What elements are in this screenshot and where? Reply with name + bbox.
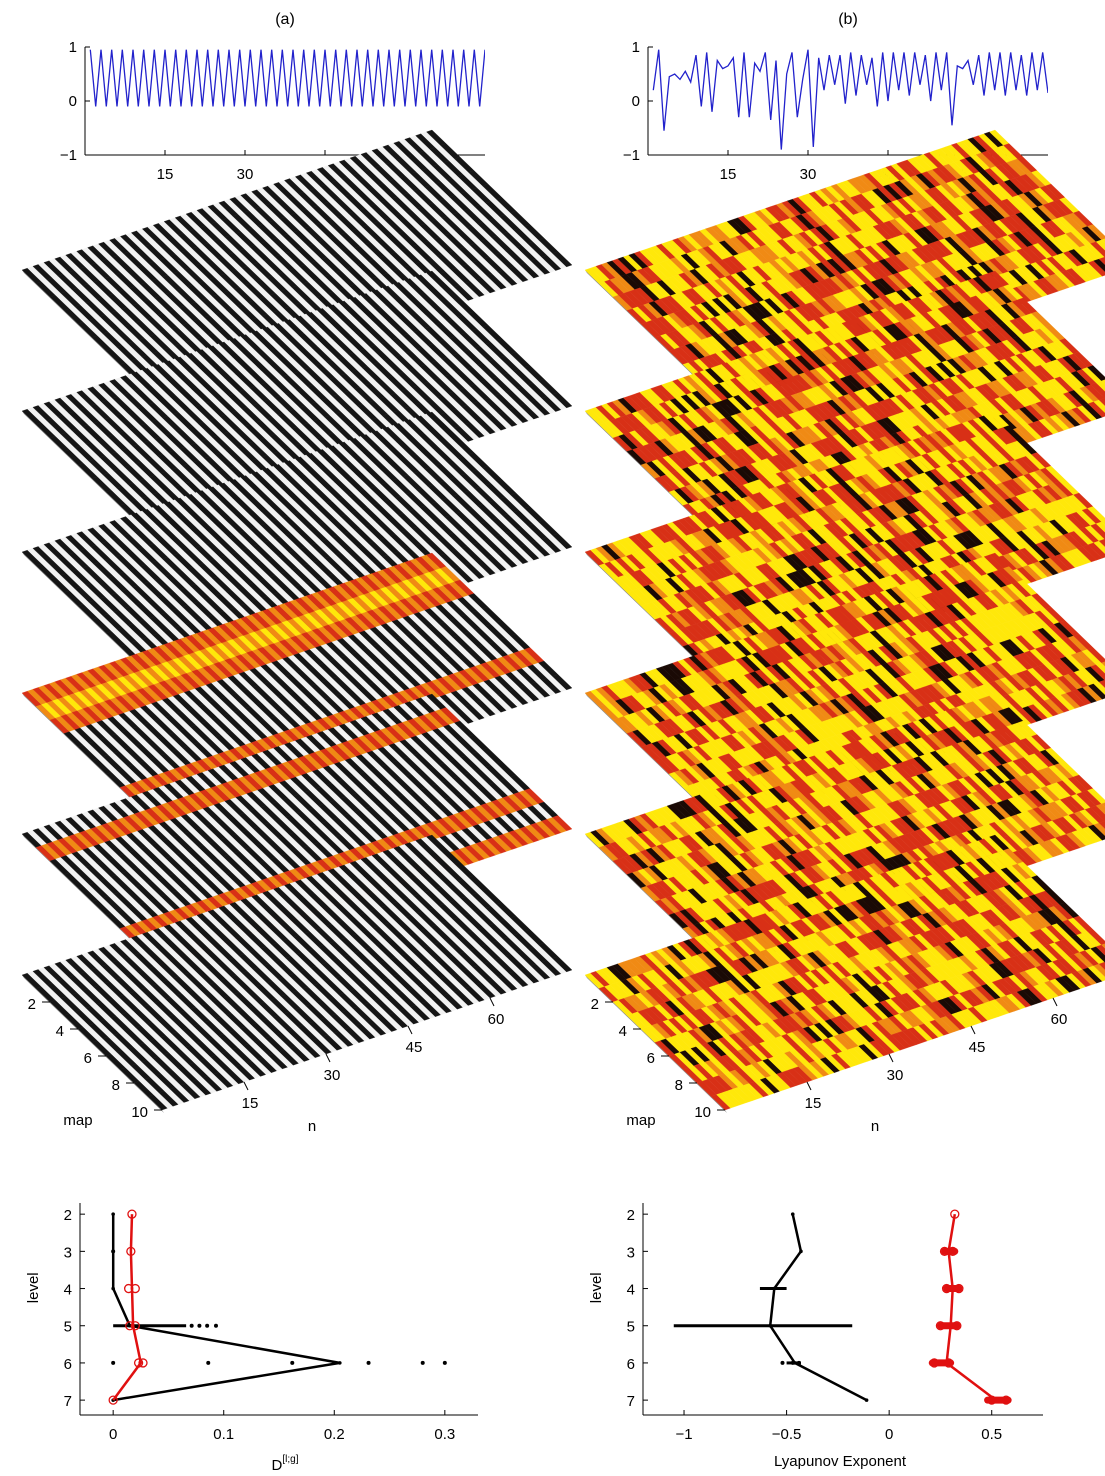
x-tick-label: 30 — [237, 166, 254, 183]
x-tick-label: 30 — [800, 166, 817, 183]
panel-label-b: (b) — [838, 11, 858, 28]
y-tick-label: 1 — [632, 39, 640, 56]
timeseries-line — [652, 49, 1048, 150]
y-tick-label: −1 — [623, 147, 640, 164]
layer-stack-b — [584, 129, 1105, 1113]
layer-edge — [22, 411, 164, 549]
layer-stack-a — [21, 129, 573, 1113]
timeseries-line — [89, 49, 485, 107]
panel-label-a: (a) — [275, 11, 295, 28]
layer-edge — [22, 270, 164, 408]
x-tick-label: 15 — [720, 166, 737, 183]
y-tick-label: −1 — [60, 147, 77, 164]
layer-cell — [552, 251, 573, 268]
y-tick-label: 0 — [69, 93, 77, 110]
y-tick-label: 1 — [69, 39, 77, 56]
y-tick-label: 0 — [632, 93, 640, 110]
x-tick-label: 15 — [157, 166, 174, 183]
timeseries-plot-b: −10115304560 — [623, 39, 1048, 183]
